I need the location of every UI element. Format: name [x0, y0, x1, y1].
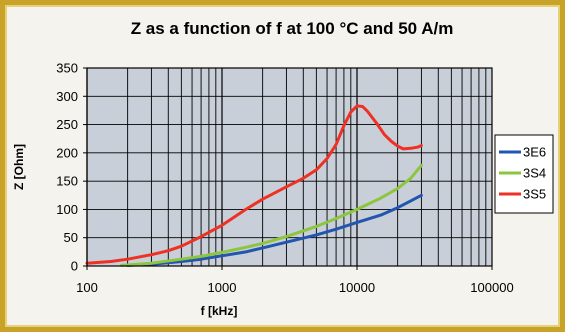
legend: 3E6 3S4 3S5 [494, 134, 554, 214]
y-tick-labels: 0 50 100 150 200 250 300 350 [56, 61, 87, 274]
y-tick-label: 300 [56, 89, 78, 104]
plot-border [86, 67, 493, 267]
y-tick-label: 50 [64, 230, 78, 245]
series-line-3e6 [126, 193, 423, 267]
legend-label-3s4: 3S4 [523, 166, 546, 181]
x-axis-label: f [kHz] [201, 304, 238, 318]
y-tick-label: 150 [56, 174, 78, 189]
y-tick-label: 200 [56, 145, 78, 160]
y-tick-label: 250 [56, 117, 78, 132]
x-tick-labels: 100 1000 10000 100000 [76, 266, 514, 295]
x-tick-label: 100000 [470, 280, 513, 295]
series-line-3s4 [120, 163, 423, 267]
y-tick-label: 350 [56, 61, 78, 76]
chart-title: Z as a function of f at 100 °C and 50 A/… [131, 19, 454, 38]
chart: Z as a function of f at 100 °C and 50 A/… [12, 19, 554, 318]
series-lines [85, 104, 423, 267]
y-tick-label: 100 [56, 202, 78, 217]
x-tick-label: 100 [76, 280, 98, 295]
plot-area [87, 68, 492, 266]
x-tick-label: 1000 [208, 280, 237, 295]
x-tick-label: 10000 [339, 280, 375, 295]
y-axis-label: Z [Ohm] [12, 144, 26, 190]
legend-label-3s5: 3S5 [523, 187, 546, 202]
y-tick-label: 0 [71, 259, 78, 274]
series-line-3s5 [85, 104, 423, 265]
legend-label-3e6: 3E6 [523, 145, 546, 160]
